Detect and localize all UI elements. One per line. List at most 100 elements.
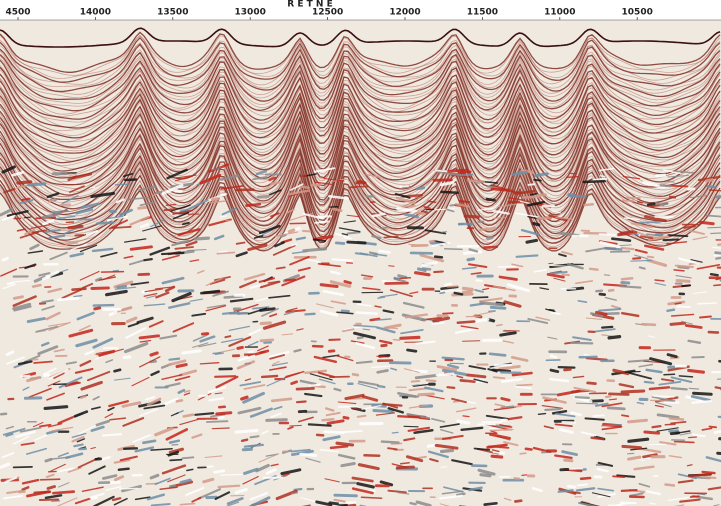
reflection-event bbox=[561, 273, 570, 277]
reflection-event bbox=[351, 476, 374, 483]
reflection-event bbox=[524, 447, 533, 451]
reflection-event bbox=[123, 341, 149, 354]
reflection-event bbox=[348, 185, 369, 189]
reflection-event bbox=[350, 340, 365, 344]
reflection-event bbox=[421, 261, 438, 267]
reflection-event bbox=[19, 426, 42, 433]
reflection-event bbox=[547, 336, 558, 340]
reflector bbox=[0, 66, 721, 121]
reflection-event bbox=[323, 177, 345, 182]
reflection-event bbox=[643, 430, 661, 435]
reflection-event bbox=[305, 457, 321, 463]
reflection-event bbox=[187, 248, 207, 252]
reflection-event bbox=[620, 280, 631, 285]
tick-label: 14000 bbox=[80, 8, 111, 18]
reflection-event bbox=[380, 226, 389, 230]
reflection-event bbox=[513, 189, 536, 195]
reflection-event bbox=[57, 467, 74, 473]
reflection-event bbox=[334, 241, 346, 245]
reflection-event bbox=[313, 238, 327, 242]
reflection-event bbox=[558, 253, 567, 258]
reflection-event bbox=[64, 241, 79, 246]
reflection-event bbox=[333, 498, 346, 503]
reflection-event bbox=[361, 395, 379, 402]
reflection-event bbox=[493, 285, 516, 292]
reflection-event bbox=[483, 501, 498, 506]
reflection-event bbox=[100, 455, 111, 461]
reflection-event bbox=[433, 270, 444, 274]
reflection-event bbox=[667, 496, 690, 502]
reflection-event bbox=[696, 263, 721, 270]
reflector bbox=[0, 134, 721, 202]
reflection-event bbox=[486, 236, 494, 240]
reflector bbox=[0, 97, 721, 159]
reflection-event bbox=[651, 396, 676, 402]
reflection-event bbox=[336, 311, 354, 315]
reflection-event bbox=[651, 425, 662, 429]
reflection-event bbox=[56, 215, 76, 220]
reflection-event bbox=[496, 323, 503, 327]
reflection-event bbox=[434, 443, 459, 450]
reflection-event bbox=[440, 429, 454, 434]
reflection-event bbox=[113, 497, 128, 506]
reflection-event bbox=[515, 254, 539, 258]
reflection-event bbox=[488, 432, 511, 440]
reflection-event bbox=[680, 320, 693, 325]
reflection-event bbox=[196, 270, 205, 274]
reflection-event bbox=[488, 310, 496, 313]
reflection-event bbox=[335, 441, 355, 447]
reflection-event bbox=[566, 175, 579, 179]
reflection-event bbox=[533, 269, 548, 273]
reflection-event bbox=[236, 360, 256, 370]
reflection-event bbox=[2, 283, 17, 290]
reflection-event bbox=[68, 328, 94, 338]
reflection-event bbox=[592, 414, 605, 417]
reflection-event bbox=[343, 326, 363, 331]
reflection-event bbox=[656, 402, 672, 408]
reflection-event bbox=[632, 257, 642, 260]
reflection-event bbox=[70, 243, 88, 251]
reflection-event bbox=[212, 352, 222, 355]
reflection-event bbox=[142, 439, 157, 445]
reflection-event bbox=[519, 452, 527, 455]
reflection-event bbox=[513, 404, 523, 408]
reflection-event bbox=[579, 476, 592, 481]
reflection-event bbox=[214, 491, 231, 500]
reflector bbox=[0, 120, 721, 188]
reflection-event bbox=[687, 472, 713, 478]
tick-label: 13500 bbox=[157, 8, 188, 18]
reflection-event bbox=[340, 462, 356, 468]
reflection-event bbox=[371, 365, 391, 369]
reflection-event bbox=[178, 369, 198, 377]
reflection-event bbox=[515, 383, 533, 387]
reflector bbox=[0, 78, 721, 137]
reflection-event bbox=[666, 180, 675, 183]
reflection-event bbox=[53, 348, 65, 353]
reflection-event bbox=[580, 431, 597, 437]
reflection-event bbox=[410, 380, 421, 383]
reflection-event bbox=[128, 259, 145, 266]
reflection-event bbox=[46, 429, 60, 435]
reflection-event bbox=[574, 396, 590, 399]
reflection-event bbox=[15, 430, 36, 439]
reflection-event bbox=[706, 185, 717, 189]
reflection-event bbox=[462, 340, 481, 342]
reflection-event bbox=[95, 419, 110, 427]
reflection-event bbox=[492, 376, 506, 380]
reflection-event bbox=[414, 271, 431, 277]
reflection-event bbox=[598, 292, 606, 297]
reflection-event bbox=[228, 325, 250, 331]
reflection-event bbox=[206, 304, 226, 309]
reflection-event bbox=[474, 289, 484, 293]
reflection-event bbox=[191, 433, 203, 439]
reflection-event bbox=[47, 423, 63, 428]
reflection-event bbox=[624, 370, 641, 374]
reflection-event bbox=[403, 437, 416, 442]
reflection-event bbox=[21, 486, 30, 491]
reflection-event bbox=[374, 305, 382, 308]
reflection-event bbox=[677, 257, 699, 265]
reflection-event bbox=[104, 413, 114, 419]
reflection-event bbox=[76, 311, 95, 321]
reflection-event bbox=[575, 487, 596, 492]
reflection-event bbox=[645, 368, 663, 374]
